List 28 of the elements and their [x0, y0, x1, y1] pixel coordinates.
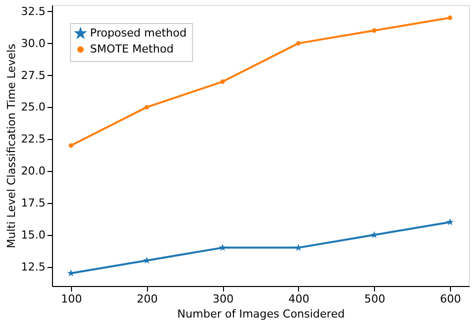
x-tick-label: 400: [288, 292, 310, 306]
x-tick-label: 300: [212, 292, 234, 306]
y-tick-label: 25.0: [21, 100, 46, 114]
legend-label: SMOTE Method: [90, 42, 174, 56]
y-tick-label: 27.5: [21, 68, 46, 82]
point: [296, 41, 301, 46]
x-axis-title: Number of Images Considered: [177, 308, 345, 320]
y-tick-label: 17.5: [21, 196, 46, 210]
y-tick-label: 20.0: [21, 164, 46, 178]
x-tick-label: 200: [136, 292, 158, 306]
x-tick-label: 100: [60, 292, 82, 306]
y-tick-label: 32.5: [21, 4, 46, 18]
y-tick-label: 30.0: [21, 36, 46, 50]
x-tick-label: 600: [440, 292, 462, 306]
point: [218, 244, 226, 251]
point: [220, 79, 225, 84]
y-axis-title: Multi Level Classification Time Levels: [5, 44, 18, 248]
point: [143, 256, 150, 264]
y-tick-label: 22.5: [21, 132, 46, 146]
y-tick-label: 15.0: [21, 228, 46, 242]
point: [372, 28, 376, 33]
point: [446, 218, 454, 226]
point: [448, 16, 452, 20]
y-tick-label: 12.5: [21, 260, 46, 274]
x-tick-label: 500: [364, 292, 386, 306]
legend-label: Proposed method: [90, 26, 187, 40]
point: [144, 104, 150, 110]
point: [68, 143, 74, 148]
